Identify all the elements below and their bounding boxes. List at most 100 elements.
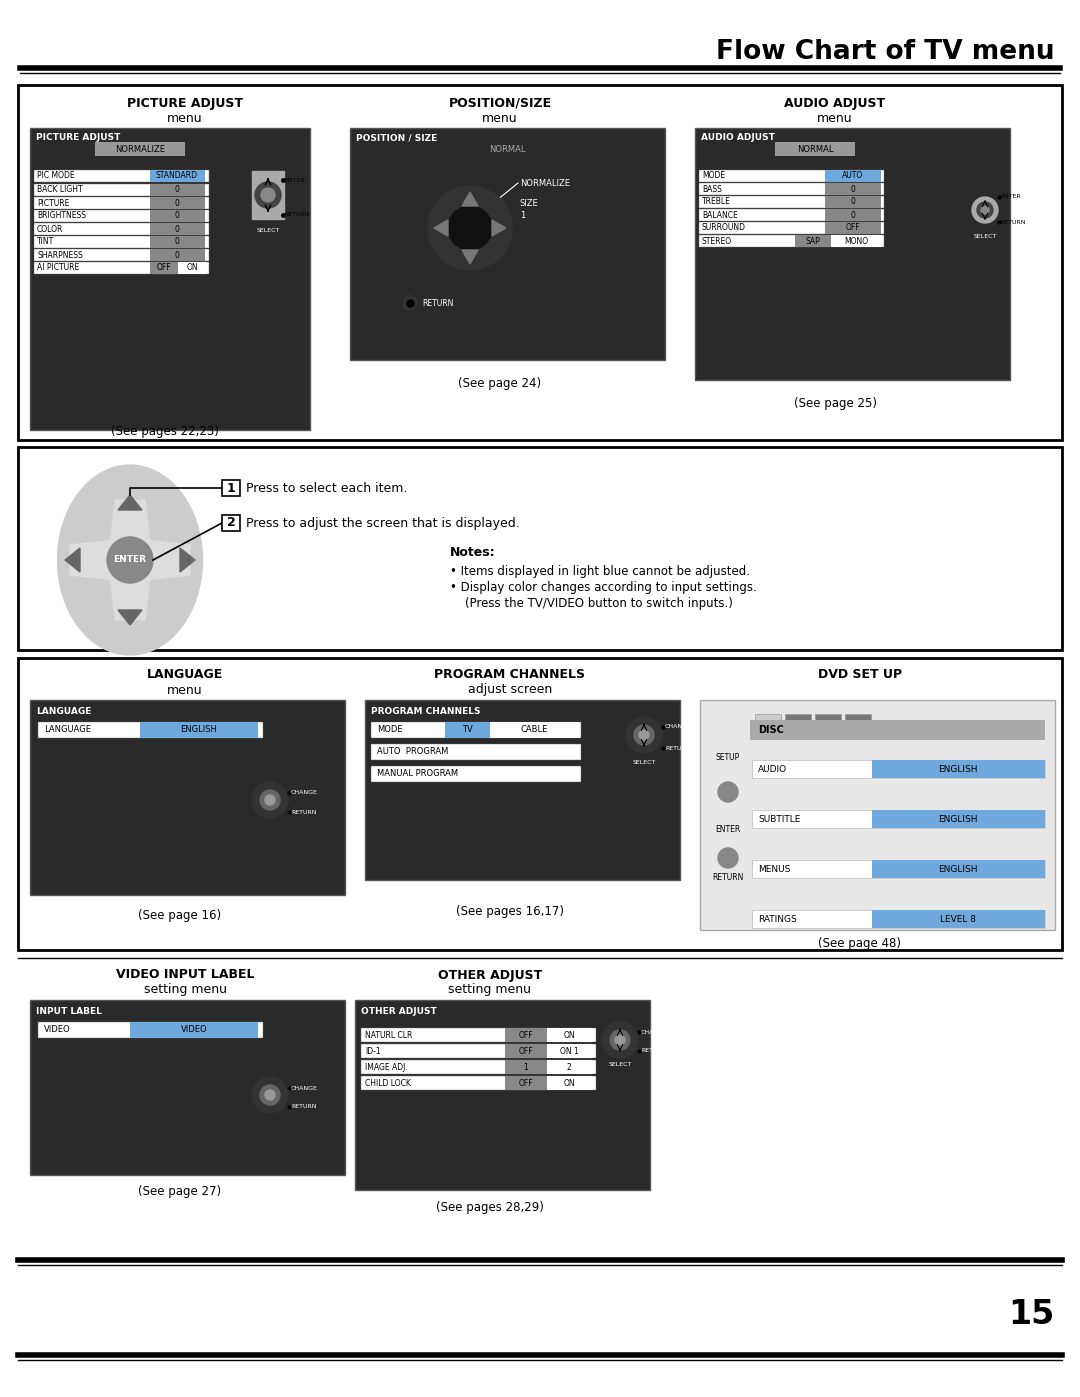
Circle shape [265,795,275,805]
FancyBboxPatch shape [372,745,581,760]
Text: ENGLISH: ENGLISH [939,814,977,823]
FancyBboxPatch shape [178,263,206,274]
FancyBboxPatch shape [365,700,680,880]
Text: NORMALIZE: NORMALIZE [519,179,570,187]
Polygon shape [180,548,195,571]
Text: ENTER: ENTER [1000,194,1021,200]
Text: LANGUAGE: LANGUAGE [147,669,224,682]
Text: 0: 0 [175,211,179,221]
FancyBboxPatch shape [825,196,881,208]
Text: NORMALIZE: NORMALIZE [114,144,165,154]
FancyBboxPatch shape [752,861,1045,877]
Circle shape [403,296,417,310]
Text: RATINGS: RATINGS [758,915,797,923]
Text: menu: menu [818,112,853,124]
Text: RETURN: RETURN [291,1105,316,1109]
Text: (Press the TV/VIDEO button to switch inputs.): (Press the TV/VIDEO button to switch inp… [450,598,733,610]
FancyBboxPatch shape [150,224,205,235]
FancyBboxPatch shape [140,722,258,738]
FancyBboxPatch shape [872,861,1045,877]
FancyBboxPatch shape [18,447,1062,650]
Circle shape [107,536,153,583]
Circle shape [634,725,654,745]
Text: TREBLE: TREBLE [702,197,731,207]
Text: setting menu: setting menu [144,983,227,996]
Polygon shape [118,495,141,510]
FancyBboxPatch shape [33,263,210,274]
Text: Notes:: Notes: [450,546,496,560]
FancyBboxPatch shape [699,222,885,235]
Circle shape [602,1023,638,1058]
Text: menu: menu [482,112,517,124]
Text: (See page 24): (See page 24) [458,377,541,390]
Circle shape [255,182,281,208]
Text: OTHER ADJUST: OTHER ADJUST [361,1006,436,1016]
FancyBboxPatch shape [150,197,205,210]
Text: 15: 15 [1009,1298,1055,1331]
Text: RETURN: RETURN [1000,219,1026,225]
Text: BALANCE: BALANCE [702,211,738,219]
Text: MODE: MODE [702,172,725,180]
FancyBboxPatch shape [872,760,1045,778]
FancyBboxPatch shape [361,1044,596,1058]
FancyBboxPatch shape [150,184,205,196]
FancyBboxPatch shape [815,714,841,731]
FancyBboxPatch shape [872,909,1045,928]
Text: SIZE: SIZE [519,198,539,208]
FancyBboxPatch shape [825,222,881,235]
FancyBboxPatch shape [33,210,210,222]
Circle shape [718,782,738,802]
Text: ON: ON [186,264,198,272]
FancyBboxPatch shape [33,184,210,196]
Text: MANUAL PROGRAM: MANUAL PROGRAM [377,770,458,778]
FancyBboxPatch shape [361,1060,596,1074]
Text: 0: 0 [851,184,855,194]
Text: STANDARD: STANDARD [156,172,198,180]
FancyBboxPatch shape [361,1028,596,1042]
FancyBboxPatch shape [699,235,885,247]
Text: menu: menu [167,112,203,124]
FancyBboxPatch shape [546,1044,592,1058]
Text: ENTER: ENTER [284,177,305,183]
Text: 0: 0 [175,225,179,233]
Circle shape [972,197,998,224]
Text: RETURN: RETURN [642,1049,666,1053]
Circle shape [260,789,280,810]
Text: VIDEO INPUT LABEL: VIDEO INPUT LABEL [116,968,254,982]
Polygon shape [492,219,507,236]
Text: NATURL CLR: NATURL CLR [365,1031,413,1039]
FancyBboxPatch shape [130,1023,258,1038]
Text: CABLE: CABLE [521,725,548,735]
Text: PICTURE ADJUST: PICTURE ADJUST [36,134,120,142]
Polygon shape [110,576,150,620]
FancyBboxPatch shape [33,224,210,235]
Text: AUTO  PROGRAM: AUTO PROGRAM [377,747,448,757]
Text: AUDIO ADJUST: AUDIO ADJUST [701,134,774,142]
FancyBboxPatch shape [699,183,885,196]
Text: NORMAL: NORMAL [797,144,834,154]
Text: OFF: OFF [157,264,172,272]
Text: SURROUND: SURROUND [702,224,746,232]
FancyBboxPatch shape [95,142,185,156]
Text: (See page 48): (See page 48) [819,936,902,950]
Text: RETURN: RETURN [422,299,454,307]
FancyBboxPatch shape [755,714,781,731]
FancyBboxPatch shape [845,714,870,731]
Circle shape [428,186,512,270]
FancyBboxPatch shape [546,1028,592,1042]
Text: ON 1: ON 1 [559,1046,579,1056]
Text: BACK LIGHT: BACK LIGHT [37,186,83,194]
FancyBboxPatch shape [33,249,210,261]
FancyBboxPatch shape [825,210,881,221]
Text: IMAGE ADJ.: IMAGE ADJ. [365,1063,408,1071]
Text: RETURN: RETURN [665,746,690,750]
Text: SELECT: SELECT [608,1063,632,1067]
Text: AUDIO: AUDIO [758,764,787,774]
Text: OFF: OFF [518,1031,534,1039]
Circle shape [626,717,662,753]
Text: LEVEL 8: LEVEL 8 [940,915,976,923]
Polygon shape [110,500,150,545]
Text: NORMAL: NORMAL [489,145,525,155]
Text: RETURN: RETURN [284,212,310,218]
FancyBboxPatch shape [490,722,578,738]
